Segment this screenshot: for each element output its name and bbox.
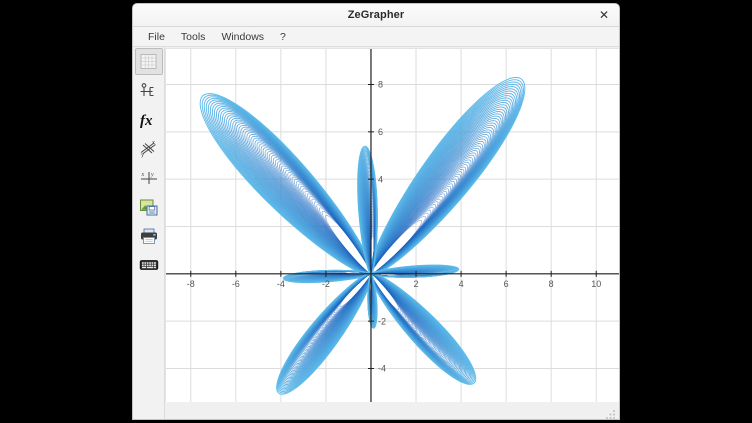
tick-labels: -8 -6 -4 -2 2 4 6 8 10 8 6 4 -2 -4 bbox=[187, 80, 601, 374]
zegrapher-window: ZeGrapher ✕ File Tools Windows ? bbox=[132, 3, 620, 420]
tool-export-image[interactable] bbox=[135, 193, 163, 220]
printer-icon bbox=[140, 228, 157, 244]
x-tick-label: 6 bbox=[504, 279, 509, 289]
menu-tools[interactable]: Tools bbox=[180, 30, 206, 43]
curve-path bbox=[357, 145, 378, 275]
plot-wrapper: -8 -6 -4 -2 2 4 6 8 10 8 6 4 -2 -4 bbox=[165, 47, 619, 420]
curve-path bbox=[367, 273, 378, 329]
x-tick-label: 10 bbox=[591, 279, 601, 289]
close-icon[interactable]: ✕ bbox=[598, 8, 610, 22]
curve-path bbox=[199, 93, 373, 276]
y-tick-label: 8 bbox=[378, 80, 383, 90]
menu-bar: File Tools Windows ? bbox=[133, 27, 619, 47]
curve-path bbox=[276, 272, 373, 395]
x-tick-label: 8 bbox=[549, 279, 554, 289]
x-tick-label: 4 bbox=[459, 279, 464, 289]
status-bar bbox=[165, 402, 619, 420]
menu-help[interactable]: ? bbox=[280, 30, 286, 43]
tool-functions[interactable]: fx bbox=[135, 106, 163, 133]
function-fx-icon: fx bbox=[140, 113, 153, 129]
sequences-icon: x y bbox=[140, 140, 156, 158]
curve-path bbox=[369, 76, 526, 275]
keyboard-icon bbox=[139, 259, 158, 270]
export-image-icon bbox=[139, 199, 157, 215]
y-tick-label: -2 bbox=[378, 316, 386, 326]
left-toolbar: fx x y bbox=[133, 47, 165, 419]
butterfly-curves bbox=[199, 76, 526, 395]
curve-path bbox=[228, 116, 372, 275]
axes-settings-icon bbox=[140, 82, 153, 96]
workspace: fx x y bbox=[133, 47, 619, 420]
svg-text:x: x bbox=[152, 140, 155, 146]
title-bar: ZeGrapher ✕ bbox=[133, 4, 619, 27]
y-tick-label: 4 bbox=[378, 174, 383, 184]
svg-text:y: y bbox=[141, 152, 144, 158]
tool-keyboard[interactable] bbox=[135, 251, 163, 278]
x-tick-label: -2 bbox=[322, 279, 330, 289]
curve-path bbox=[369, 115, 502, 275]
curve-path bbox=[369, 111, 505, 275]
y-tick-label: 6 bbox=[378, 127, 383, 137]
svg-text:y: y bbox=[150, 172, 154, 178]
tool-sequences[interactable]: x y bbox=[135, 135, 163, 162]
curve-path bbox=[369, 86, 521, 275]
tool-grid[interactable] bbox=[134, 48, 163, 75]
x-tick-label: 2 bbox=[414, 279, 419, 289]
graph-svg: -8 -6 -4 -2 2 4 6 8 10 8 6 4 -2 -4 bbox=[166, 49, 619, 402]
tool-axes-settings[interactable] bbox=[135, 77, 163, 104]
tool-print[interactable] bbox=[135, 222, 163, 249]
window-title: ZeGrapher bbox=[347, 9, 405, 21]
curve-path bbox=[370, 264, 460, 278]
curve-path bbox=[282, 269, 372, 284]
x-tick-label: -4 bbox=[277, 279, 285, 289]
x-tick-label: -6 bbox=[232, 279, 240, 289]
svg-text:x: x bbox=[140, 172, 144, 178]
axes bbox=[166, 49, 619, 402]
resize-grip-icon[interactable] bbox=[604, 408, 616, 420]
curve-path bbox=[369, 272, 477, 385]
graph-canvas[interactable]: -8 -6 -4 -2 2 4 6 8 10 8 6 4 -2 -4 bbox=[165, 48, 619, 403]
menu-file[interactable]: File bbox=[148, 30, 165, 43]
svg-text:fx: fx bbox=[140, 113, 153, 129]
parametric-xy-icon: x y bbox=[140, 171, 157, 184]
x-tick-label: -8 bbox=[187, 279, 195, 289]
menu-windows[interactable]: Windows bbox=[221, 30, 265, 43]
tool-parametric[interactable]: x y bbox=[135, 164, 163, 191]
grid-icon bbox=[140, 54, 157, 69]
y-tick-label: -4 bbox=[378, 364, 386, 374]
